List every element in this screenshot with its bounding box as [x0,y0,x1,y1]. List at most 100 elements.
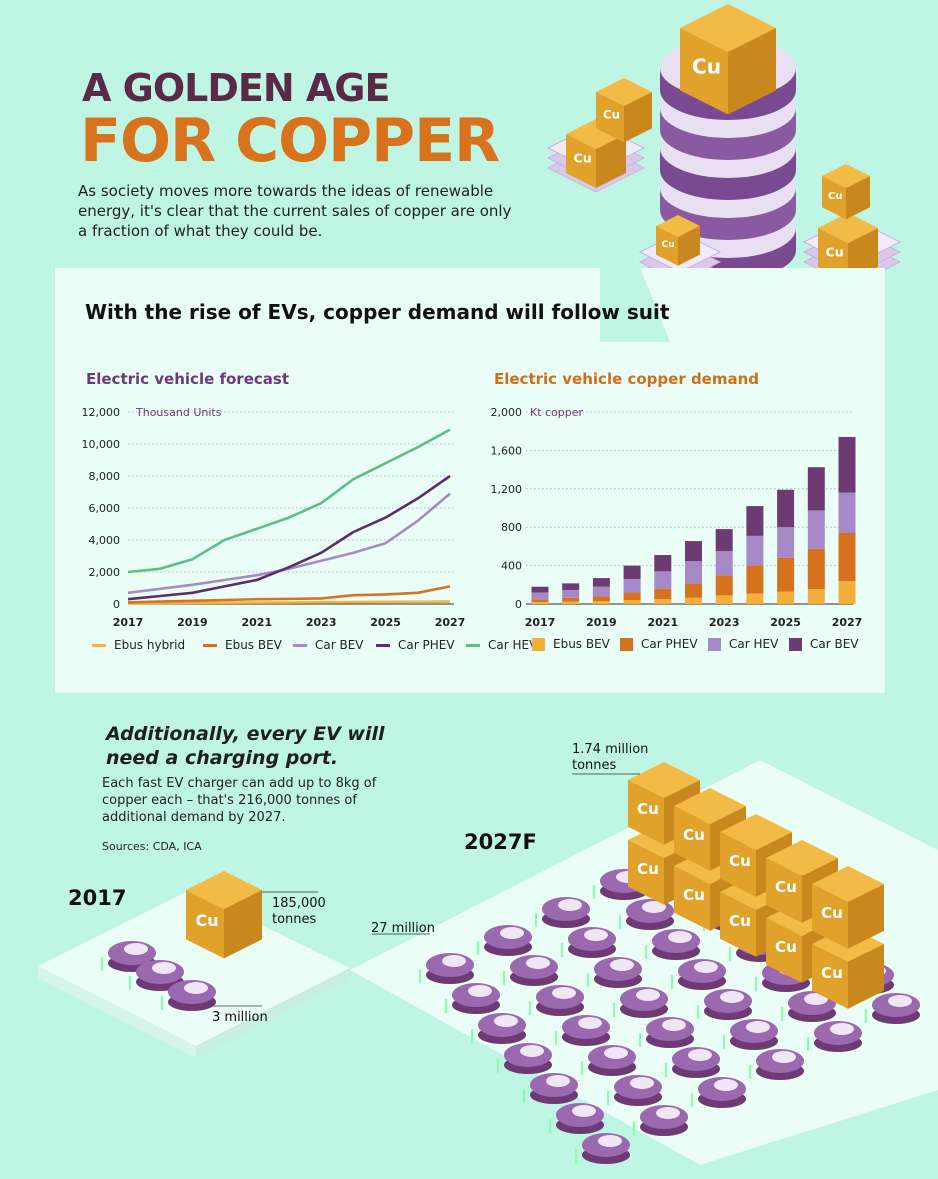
line-chart-y-tick-label: 0 [113,598,120,611]
bar-segment-car-phev [838,532,856,581]
bar-segment-ebus-bev [531,602,549,604]
bar-segment-car-hev [531,592,549,600]
label-2017-copper-unit: tonnes [272,912,317,927]
cube-front [656,226,678,266]
cube-front [812,884,848,949]
car-window [598,1135,622,1147]
label-2017-copper-amount: 185,000 [272,896,326,911]
cube-symbol: Cu [683,886,705,904]
car-window [610,959,634,971]
cube-front [720,832,756,897]
cube-symbol: Cu [826,245,844,260]
car-window [656,1107,680,1119]
cube-side [596,134,626,188]
line-series-car-phev [127,474,451,601]
sources: Sources: CDA, ICA [102,840,202,853]
cube-side [848,944,884,1009]
cube-side [848,884,884,949]
car-window [636,989,660,1001]
panel-title: With the rise of EVs, copper demand will… [85,300,670,324]
title-line-1: A GOLDEN AGE [82,66,390,110]
title-line-2: FOR COPPER [80,106,500,176]
bar-segment-car-bev [592,578,610,587]
line-chart-y-tick-label: 6,000 [89,502,121,515]
charging-body: Each fast EV charger can add up to 8kg o… [102,776,377,825]
bar-chart-y-axis-label: Kt copper [530,406,584,419]
cube-symbol: Cu [828,191,843,202]
ev-car [549,1103,604,1134]
car-window [804,993,828,1005]
car-window [572,1105,596,1117]
platform-2017-edge [196,968,350,1058]
ev-car [419,953,474,984]
label-2017-copper: 185,000 tonnes [272,896,326,928]
bar-segment-car-phev [777,557,795,592]
bar-segment-car-hev [807,510,825,549]
car-window [720,991,744,1003]
ev-car [561,927,616,958]
cube-front [766,858,802,923]
bar-segment-car-bev [685,541,702,562]
copper-cube: Cu [812,926,884,1009]
legend-label: Car PHEV [641,637,698,651]
bar-chart-x-tick-label: 2023 [709,616,740,629]
bar-chart-x-tick-label: 2019 [586,616,617,629]
car-window [124,943,148,955]
ev-car [471,1013,526,1044]
car-window [714,1079,738,1091]
ev-car [555,1015,610,1046]
bar-chart-y-tick-label: 2,000 [491,406,523,419]
bar-segment-car-bev [807,467,825,511]
cube-front [674,866,710,931]
ev-car [529,985,584,1016]
bar-segment-ebus-bev [654,599,672,604]
cube-front [596,92,624,143]
ev-car [613,987,668,1018]
cube-front [566,134,596,188]
bar-legend-item: Car HEV [708,637,778,651]
car-window [520,1045,544,1057]
bar-chart-y-tick-label: 1,600 [491,444,523,457]
legend-label: Ebus hybrid [114,638,186,652]
car-window [184,982,208,994]
ev-car [697,989,752,1020]
bar-segment-ebus-bev [685,597,702,604]
cube-symbol: Cu [729,852,751,870]
car-window [668,931,692,943]
ev-car [607,1075,662,1106]
car-window [604,1047,628,1059]
label-2027-copper: 1.74 million tonnes [572,742,648,774]
car-window [442,955,466,967]
legend-swatch [620,638,633,651]
car-window [152,962,176,974]
intro-text: As society moves more towards the ideas … [78,182,512,240]
cube-front [720,892,756,957]
legend-label: Car BEV [810,637,859,651]
ev-car [161,980,216,1011]
copper-cube: Cu [596,78,652,143]
cube-side [728,28,776,115]
bar-segment-ebus-bev [777,591,795,604]
bar-chart-y-tick-label: 0 [515,598,522,611]
legend-label: Car HEV [729,637,779,651]
line-chart-y-tick-label: 8,000 [89,470,121,483]
bar-segment-car-hev [746,535,764,566]
bar-segment-car-bev [746,506,764,536]
panel-corner-deco [600,268,670,342]
chart-panel [55,268,885,693]
legend-swatch [789,638,802,651]
cube-front [822,176,846,220]
comparison-illustration: Cu Cu Cu Cu Cu Cu Cu Cu Cu Cu Cu [38,760,938,1165]
label-2027-copper-unit: tonnes [572,758,617,773]
bar-segment-ebus-bev [746,593,764,604]
legend-swatch [203,644,217,647]
cube-symbol: Cu [821,904,843,922]
charging-title: Additionally, every EV will need a charg… [106,723,385,769]
line-chart-x-tick-label: 2025 [370,616,401,629]
legend-swatch [708,638,721,651]
bar-segment-car-hev [592,586,610,597]
bar-segment-ebus-bev [592,601,610,604]
line-chart-title: Electric vehicle forecast [86,370,289,388]
ev-car [619,899,674,930]
label-2027-vehicles: 27 million [371,921,435,936]
